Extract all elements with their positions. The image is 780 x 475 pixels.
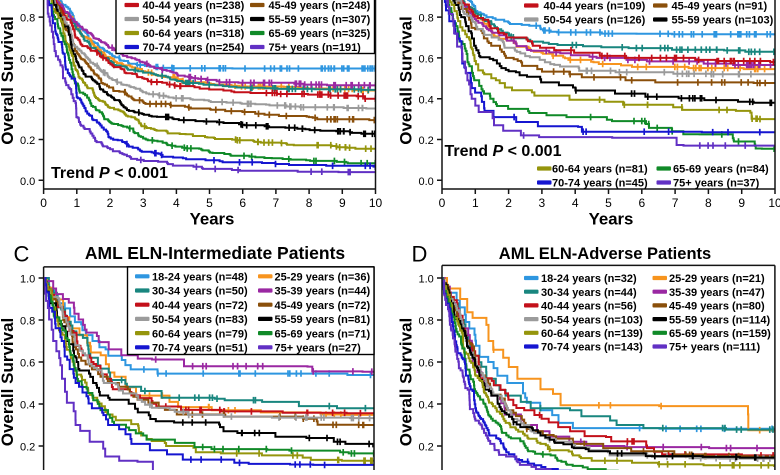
svg-text:65-69 years (n=159): 65-69 years (n=159) [669, 328, 771, 340]
svg-text:5: 5 [206, 196, 213, 210]
svg-text:2: 2 [505, 196, 512, 210]
svg-text:55-59 years (n=307): 55-59 years (n=307) [269, 14, 371, 26]
svg-text:35-39 years (n=47): 35-39 years (n=47) [669, 287, 765, 299]
svg-text:40-44 years (n=72): 40-44 years (n=72) [152, 300, 248, 312]
svg-text:50-54 years (n=315): 50-54 years (n=315) [143, 14, 245, 26]
svg-text:0.4: 0.4 [20, 94, 35, 106]
svg-text:30-34 years (n=44): 30-34 years (n=44) [541, 287, 637, 299]
svg-text:3: 3 [539, 196, 546, 210]
svg-text:0.0: 0.0 [419, 176, 434, 188]
svg-text:10: 10 [369, 196, 383, 210]
svg-text:1.0: 1.0 [419, 274, 434, 286]
svg-text:40-44 years (n=238): 40-44 years (n=238) [143, 0, 245, 12]
svg-text:9: 9 [339, 196, 346, 210]
svg-text:70-74 years (n=254): 70-74 years (n=254) [143, 42, 245, 54]
svg-text:0.8: 0.8 [20, 316, 35, 328]
svg-text:45-49 years (n=72): 45-49 years (n=72) [275, 300, 371, 312]
svg-text:C: C [14, 242, 30, 267]
svg-text:Overall Survival: Overall Survival [397, 16, 416, 145]
svg-text:3: 3 [140, 196, 147, 210]
svg-text:55-59 years (n=103): 55-59 years (n=103) [672, 15, 774, 27]
svg-text:70-74 years (n=51): 70-74 years (n=51) [152, 343, 248, 355]
svg-text:18-24 years (n=48): 18-24 years (n=48) [152, 272, 248, 284]
svg-text:0.6: 0.6 [419, 358, 434, 370]
svg-text:65-69 years (n=71): 65-69 years (n=71) [275, 328, 371, 340]
svg-text:6: 6 [239, 196, 246, 210]
svg-text:0.2: 0.2 [20, 135, 35, 147]
svg-text:0: 0 [439, 196, 446, 210]
svg-text:0.4: 0.4 [419, 400, 434, 412]
svg-text:55-59 years (n=114): 55-59 years (n=114) [669, 314, 771, 326]
svg-text:60-64 years (n=81): 60-64 years (n=81) [552, 164, 648, 176]
svg-text:0.8: 0.8 [419, 316, 434, 328]
svg-text:75+ years (n=37): 75+ years (n=37) [673, 178, 760, 190]
svg-text:0.6: 0.6 [20, 358, 35, 370]
svg-text:1: 1 [73, 196, 80, 210]
svg-text:35-39 years (n=44): 35-39 years (n=44) [275, 286, 371, 298]
svg-text:0.2: 0.2 [20, 442, 35, 454]
svg-text:0.8: 0.8 [419, 13, 434, 25]
svg-text:70-74 years (n=45): 70-74 years (n=45) [552, 178, 648, 190]
svg-text:0: 0 [40, 196, 47, 210]
svg-text:Years: Years [190, 210, 235, 229]
svg-text:0.6: 0.6 [20, 54, 35, 66]
svg-text:10: 10 [768, 196, 780, 210]
svg-text:Trend P < 0.001: Trend P < 0.001 [445, 143, 562, 160]
svg-text:1.0: 1.0 [20, 274, 35, 286]
svg-text:75+ years (n=191): 75+ years (n=191) [269, 42, 362, 54]
svg-text:8: 8 [306, 196, 313, 210]
svg-text:60-64 years (n=79): 60-64 years (n=79) [152, 328, 248, 340]
svg-text:5: 5 [605, 196, 612, 210]
svg-text:Overall Survival: Overall Survival [0, 16, 17, 145]
svg-text:2: 2 [107, 196, 114, 210]
svg-text:65-69 years (n=84): 65-69 years (n=84) [673, 164, 769, 176]
svg-text:70-74 years (n=143): 70-74 years (n=143) [541, 342, 643, 354]
svg-text:7: 7 [672, 196, 679, 210]
svg-text:9: 9 [738, 196, 745, 210]
svg-text:0.4: 0.4 [419, 94, 434, 106]
svg-text:4: 4 [173, 196, 180, 210]
svg-text:6: 6 [638, 196, 645, 210]
svg-text:40-44 years (n=109): 40-44 years (n=109) [544, 1, 646, 13]
svg-text:75+ years (n=111): 75+ years (n=111) [669, 342, 760, 354]
svg-text:Trend P < 0.001: Trend P < 0.001 [51, 165, 168, 182]
svg-text:1: 1 [472, 196, 479, 210]
svg-text:0.8: 0.8 [20, 13, 35, 25]
svg-text:60-64 years (n=139): 60-64 years (n=139) [541, 328, 643, 340]
svg-text:0.2: 0.2 [419, 442, 434, 454]
svg-text:40-44 years (n=56): 40-44 years (n=56) [541, 301, 637, 313]
svg-text:0.6: 0.6 [419, 54, 434, 66]
svg-text:50-54 years (n=126): 50-54 years (n=126) [544, 15, 646, 27]
svg-text:0.4: 0.4 [20, 400, 35, 412]
svg-text:0.0: 0.0 [20, 176, 35, 188]
svg-text:65-69 years (n=325): 65-69 years (n=325) [269, 28, 371, 40]
svg-text:25-29 years (n=21): 25-29 years (n=21) [669, 273, 765, 285]
svg-text:30-34 years (n=50): 30-34 years (n=50) [152, 286, 248, 298]
svg-text:0.2: 0.2 [419, 135, 434, 147]
svg-text:50-54 years (n=83): 50-54 years (n=83) [152, 314, 248, 326]
svg-text:8: 8 [705, 196, 712, 210]
svg-text:Overall Survival: Overall Survival [397, 318, 416, 447]
svg-text:50-54 years (n=103): 50-54 years (n=103) [541, 314, 643, 326]
svg-text:4: 4 [572, 196, 579, 210]
svg-text:Overall Survival: Overall Survival [0, 318, 17, 447]
svg-text:25-29 years (n=36): 25-29 years (n=36) [275, 272, 371, 284]
svg-text:18-24 years (n=32): 18-24 years (n=32) [541, 273, 637, 285]
svg-text:D: D [412, 242, 428, 267]
svg-text:45-49 years (n=91): 45-49 years (n=91) [672, 1, 768, 13]
svg-text:75+ years (n=27): 75+ years (n=27) [275, 343, 362, 355]
svg-text:55-59 years (n=81): 55-59 years (n=81) [275, 314, 371, 326]
svg-text:45-49 years (n=248): 45-49 years (n=248) [269, 0, 371, 12]
svg-text:AML ELN-Adverse Patients: AML ELN-Adverse Patients [499, 245, 711, 263]
svg-text:AML ELN-Intermediate Patients: AML ELN-Intermediate Patients [85, 243, 346, 263]
svg-text:Years: Years [589, 210, 634, 229]
svg-text:7: 7 [273, 196, 280, 210]
svg-text:45-49 years (n=80): 45-49 years (n=80) [669, 301, 765, 313]
svg-text:60-64 years (n=318): 60-64 years (n=318) [143, 28, 245, 40]
